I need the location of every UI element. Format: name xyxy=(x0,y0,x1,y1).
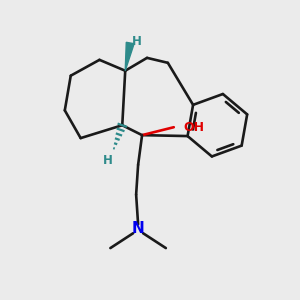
Text: OH: OH xyxy=(184,121,205,134)
Text: H: H xyxy=(103,154,112,167)
Polygon shape xyxy=(125,42,134,71)
Text: N: N xyxy=(132,221,145,236)
Text: H: H xyxy=(132,34,142,47)
